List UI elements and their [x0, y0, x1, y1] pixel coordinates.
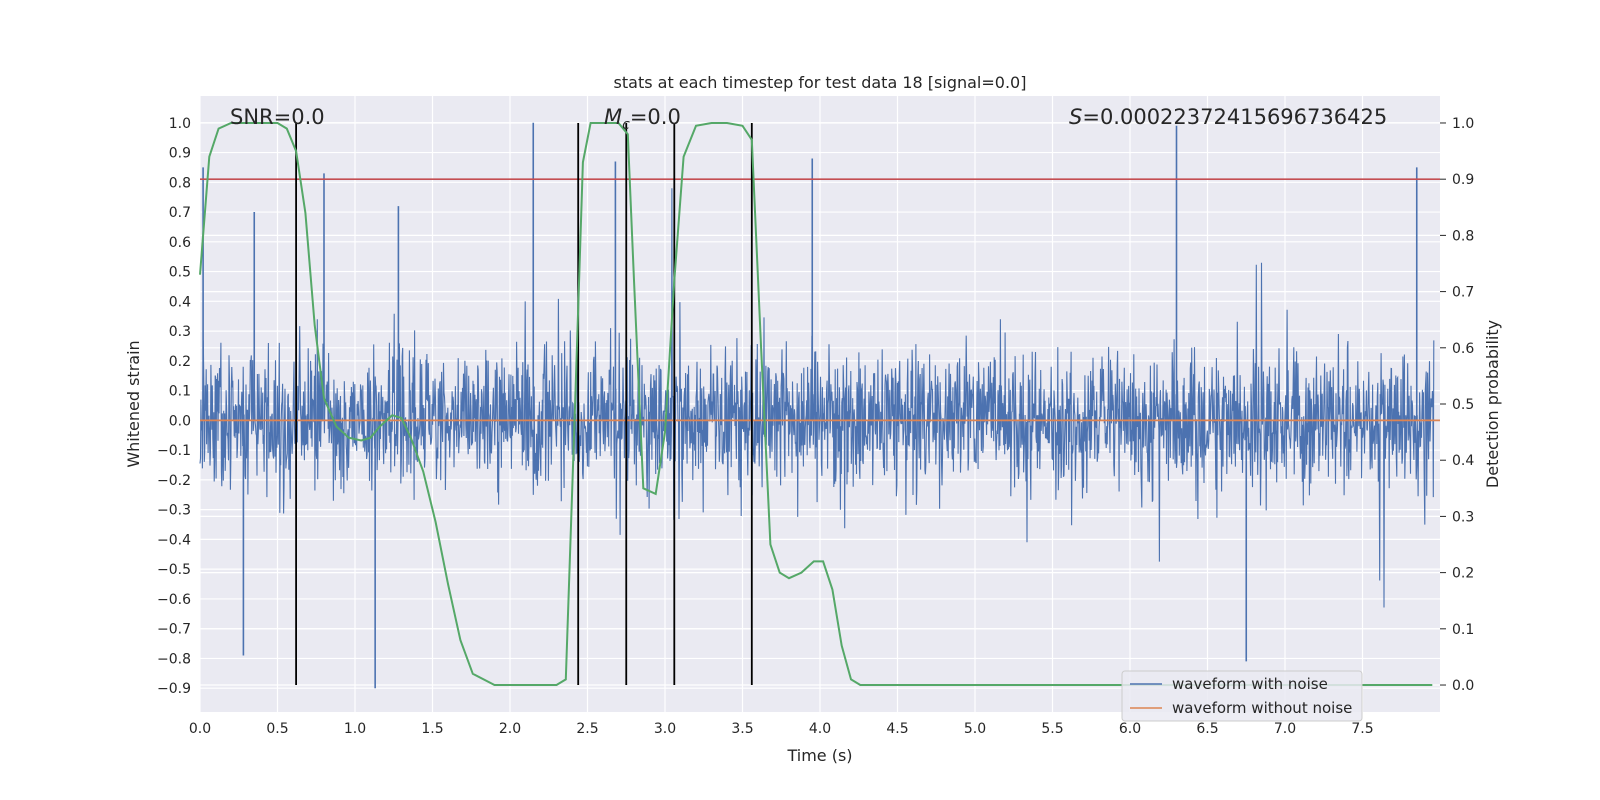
y-tick-label: 0.7 [169, 205, 191, 221]
y2-tick-label: 0.3 [1452, 509, 1474, 525]
y2-axis-label: Detection probability [1483, 320, 1502, 488]
y-tick-label: 0.2 [169, 354, 191, 370]
x-tick-label: 5.0 [964, 721, 986, 737]
x-tick-label: 1.5 [421, 721, 443, 737]
mc-value: =0.0 [630, 105, 681, 129]
x-tick-label: 0.0 [189, 721, 211, 737]
y-tick-label: 0.9 [169, 146, 191, 162]
y2-tick-label: 0.9 [1452, 172, 1474, 188]
y-tick-label: −0.8 [157, 651, 191, 667]
s-value: =0.00022372415696736425 [1082, 105, 1387, 129]
legend-label-clean: waveform without noise [1172, 699, 1352, 717]
y-tick-label: 0.8 [169, 175, 191, 191]
x-axis-label: Time (s) [786, 746, 852, 765]
y-tick-label: 1.0 [169, 116, 191, 132]
y-tick-label: 0.6 [169, 235, 191, 251]
x-tick-label: 6.5 [1196, 721, 1218, 737]
snr-annotation: SNR=0.0 [230, 105, 325, 129]
chart-title: stats at each timestep for test data 18 … [614, 73, 1027, 92]
y-tick-label: 0.5 [169, 265, 191, 281]
x-tick-label: 2.0 [499, 721, 521, 737]
y-tick-label: −0.9 [157, 681, 191, 697]
y2-tick-label: 0.7 [1452, 285, 1474, 301]
noise-trace [199, 188, 1435, 608]
y2-tick-label: 0.0 [1452, 678, 1474, 694]
y-tick-label: −0.6 [157, 592, 191, 608]
y2-tick-label: 1.0 [1452, 116, 1474, 132]
y-tick-label: −0.1 [157, 443, 191, 459]
y2-tick-label: 0.1 [1452, 622, 1474, 638]
x-tick-label: 0.5 [266, 721, 288, 737]
y2-tick-label: 0.2 [1452, 566, 1474, 582]
tick-labels: 0.0 0.5 1.0 1.5 2.0 2.5 3.0 3.5 4.0 4.5 5.0 5.5 6.0 6… [157, 116, 1474, 737]
y-tick-label: 0.0 [169, 413, 191, 429]
x-tick-label: 2.5 [576, 721, 598, 737]
y-tick-label: −0.2 [157, 473, 191, 489]
y-axis-label: Whitened strain [124, 340, 143, 467]
mc-annotation: Mc=0.0 [604, 105, 681, 133]
y-tick-label: 0.3 [169, 324, 191, 340]
y-tick-label: −0.5 [157, 562, 191, 578]
legend-box [1121, 670, 1363, 722]
s-annotation: S=0.00022372415696736425 [1069, 105, 1387, 129]
x-tick-label: 7.5 [1351, 721, 1373, 737]
series-lines [199, 122, 1440, 686]
noise-waveform [199, 122, 1435, 689]
y-tick-label: −0.3 [157, 503, 191, 519]
y2-tick-label: 0.8 [1452, 228, 1474, 244]
mc-subscript: c [622, 117, 630, 133]
y-tick-label: −0.7 [157, 622, 191, 638]
y2-tick-label: 0.5 [1452, 397, 1474, 413]
x-tick-label: 5.5 [1041, 721, 1063, 737]
y2-tick-label: 0.6 [1452, 341, 1474, 357]
x-tick-label: 3.0 [654, 721, 676, 737]
y-tick-label: 0.4 [169, 294, 191, 310]
x-tick-label: 6.0 [1119, 721, 1141, 737]
y2-tick-label: 0.4 [1452, 453, 1474, 469]
x-tick-label: 3.5 [731, 721, 753, 737]
detection-probability-line [199, 122, 1433, 686]
legend: waveform with noise waveform without noi… [1121, 670, 1363, 722]
x-tick-label: 1.0 [344, 721, 366, 737]
mc-symbol: M [604, 105, 622, 129]
y-tick-label: −0.4 [157, 532, 191, 548]
x-tick-label: 4.5 [886, 721, 908, 737]
x-tick-label: 7.0 [1274, 721, 1296, 737]
y-tick-label: 0.1 [169, 384, 191, 400]
x-tick-label: 4.0 [809, 721, 831, 737]
legend-label-noise: waveform with noise [1172, 675, 1328, 693]
s-symbol: S [1069, 105, 1082, 129]
